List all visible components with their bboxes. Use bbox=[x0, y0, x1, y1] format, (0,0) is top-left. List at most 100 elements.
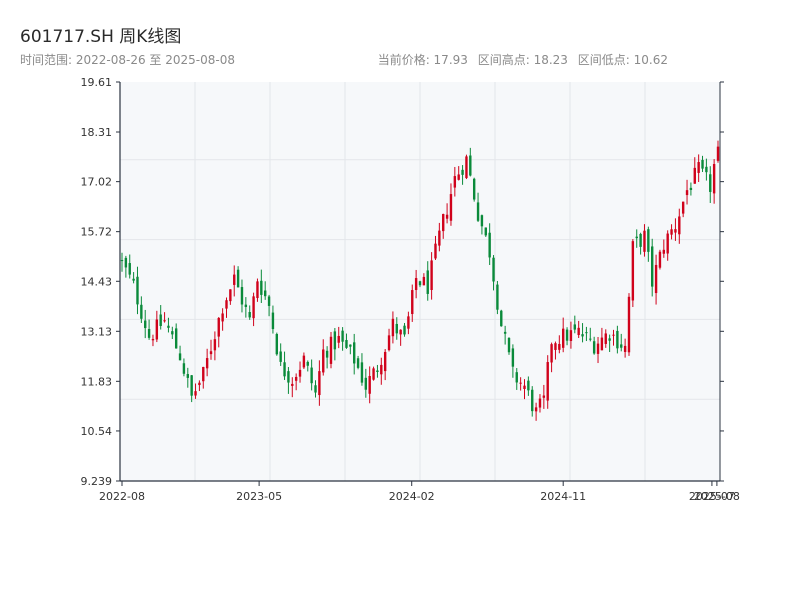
candle bbox=[577, 320, 580, 338]
candle bbox=[198, 380, 201, 392]
candle-body bbox=[496, 284, 499, 310]
candle-body bbox=[465, 156, 468, 179]
candle-body bbox=[422, 276, 426, 286]
y-tick-label: 15.72 bbox=[81, 226, 113, 239]
candle-body bbox=[461, 169, 464, 175]
candle-body bbox=[287, 371, 290, 383]
candle bbox=[260, 269, 263, 303]
candle bbox=[469, 147, 472, 177]
candle-body bbox=[538, 398, 542, 408]
y-tick-label: 9.239 bbox=[81, 475, 113, 488]
candle-body bbox=[685, 190, 689, 196]
candle-body bbox=[333, 331, 337, 350]
candle-body bbox=[573, 324, 577, 330]
candle bbox=[488, 223, 491, 265]
candle bbox=[186, 367, 189, 388]
candle bbox=[291, 377, 294, 398]
candle bbox=[705, 158, 708, 181]
candle bbox=[635, 229, 638, 248]
candle-body bbox=[244, 304, 248, 308]
chart-title: 601717.SH 周K线图 bbox=[20, 27, 182, 47]
candle-body bbox=[577, 327, 580, 335]
candle-body bbox=[147, 329, 151, 338]
candle-body bbox=[322, 349, 325, 373]
candle-body bbox=[712, 164, 716, 194]
candle bbox=[534, 402, 538, 421]
candle bbox=[318, 360, 321, 406]
x-tick-label: 2024-02 bbox=[389, 490, 435, 503]
candle-body bbox=[565, 329, 569, 341]
candle bbox=[124, 255, 128, 278]
candle bbox=[658, 249, 662, 270]
candle bbox=[620, 333, 623, 352]
candle-body bbox=[592, 341, 596, 354]
candle bbox=[701, 155, 704, 172]
candle bbox=[240, 279, 244, 313]
candle-body bbox=[627, 296, 631, 353]
candles bbox=[120, 140, 720, 421]
candle-body bbox=[503, 331, 507, 334]
candle-body bbox=[213, 339, 217, 351]
candle-body bbox=[469, 155, 472, 176]
candle bbox=[387, 328, 391, 352]
candle-body bbox=[182, 363, 186, 374]
candle-body bbox=[136, 276, 139, 305]
candle-body bbox=[527, 380, 530, 391]
candle-body bbox=[205, 358, 209, 369]
candle bbox=[531, 386, 534, 417]
candle bbox=[453, 166, 457, 197]
candle bbox=[592, 336, 596, 355]
candle bbox=[376, 364, 379, 378]
candle bbox=[151, 334, 155, 347]
candle bbox=[484, 227, 487, 237]
candle bbox=[399, 329, 402, 346]
candle bbox=[654, 254, 658, 305]
candle-body bbox=[430, 260, 433, 291]
candle-body bbox=[480, 215, 484, 227]
candle bbox=[519, 377, 522, 391]
candle bbox=[445, 203, 449, 224]
candle bbox=[411, 284, 414, 322]
candle-body bbox=[639, 233, 642, 247]
candle-body bbox=[306, 361, 309, 366]
candle-body bbox=[434, 243, 437, 259]
candle bbox=[306, 360, 309, 372]
x-tick-label: 2025-08 bbox=[694, 490, 740, 503]
candle bbox=[182, 358, 186, 377]
candle-body bbox=[635, 236, 638, 239]
candle bbox=[132, 272, 135, 284]
candle-body bbox=[233, 274, 236, 285]
candle-body bbox=[345, 340, 348, 348]
candle-body bbox=[693, 167, 696, 184]
candle bbox=[623, 338, 627, 358]
candle-body bbox=[561, 328, 565, 348]
candle bbox=[159, 305, 162, 330]
candle-body bbox=[314, 385, 317, 393]
candle bbox=[465, 154, 468, 180]
candle bbox=[155, 310, 159, 343]
candle-body bbox=[608, 338, 611, 341]
candle bbox=[670, 224, 673, 240]
candle-body bbox=[472, 178, 476, 200]
x-tick-label: 2023-05 bbox=[236, 490, 282, 503]
candle-body bbox=[194, 391, 197, 396]
candle bbox=[461, 165, 464, 185]
candle-body bbox=[159, 314, 162, 326]
candle-body bbox=[140, 304, 143, 319]
candle bbox=[712, 159, 716, 204]
candle bbox=[693, 157, 696, 184]
candle-body bbox=[445, 214, 449, 219]
candle-body bbox=[267, 296, 271, 306]
candle-body bbox=[302, 355, 306, 368]
candle bbox=[213, 331, 217, 361]
candle-body bbox=[658, 251, 662, 268]
candle bbox=[681, 201, 685, 218]
x-tick-label: 2022-08 bbox=[99, 490, 145, 503]
candle-body bbox=[132, 278, 135, 281]
candle-body bbox=[407, 316, 410, 329]
candle-body bbox=[620, 344, 623, 348]
candle-body bbox=[387, 335, 391, 351]
candle bbox=[596, 337, 600, 364]
candle-body bbox=[438, 230, 441, 246]
candle bbox=[500, 309, 503, 327]
